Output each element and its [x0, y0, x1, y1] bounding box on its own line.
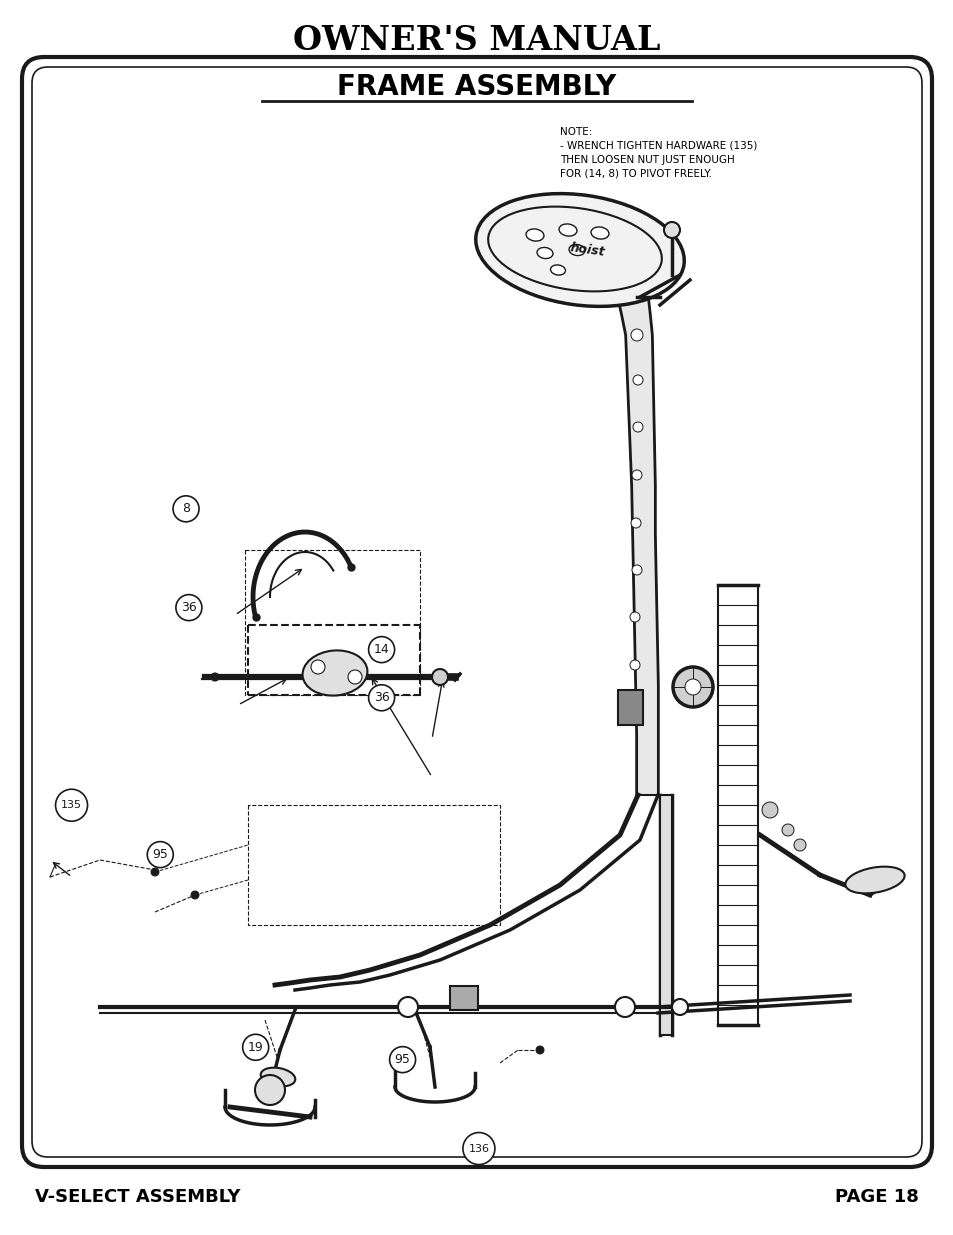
Circle shape: [630, 329, 642, 341]
Ellipse shape: [591, 227, 608, 240]
Circle shape: [663, 222, 679, 238]
Ellipse shape: [488, 206, 661, 291]
Circle shape: [615, 997, 635, 1016]
Circle shape: [389, 1046, 416, 1073]
Circle shape: [536, 1046, 543, 1053]
Circle shape: [368, 684, 395, 711]
Circle shape: [462, 1132, 495, 1165]
Circle shape: [781, 824, 793, 836]
Circle shape: [211, 673, 219, 680]
FancyBboxPatch shape: [22, 57, 931, 1167]
Circle shape: [761, 802, 778, 818]
Circle shape: [793, 839, 805, 851]
Text: 36: 36: [181, 601, 196, 614]
Text: FOR (14, 8) TO PIVOT FREELY.: FOR (14, 8) TO PIVOT FREELY.: [559, 169, 711, 179]
Circle shape: [684, 679, 700, 695]
Circle shape: [242, 1034, 269, 1061]
Circle shape: [630, 708, 640, 718]
FancyBboxPatch shape: [618, 690, 642, 725]
Circle shape: [311, 659, 325, 674]
Circle shape: [397, 997, 417, 1016]
FancyBboxPatch shape: [659, 795, 671, 1035]
Text: 14: 14: [374, 643, 389, 656]
FancyBboxPatch shape: [450, 986, 477, 1010]
Circle shape: [172, 495, 199, 522]
Circle shape: [633, 422, 642, 432]
Circle shape: [432, 669, 448, 685]
Circle shape: [671, 999, 687, 1015]
Circle shape: [630, 517, 640, 529]
Circle shape: [631, 471, 641, 480]
Circle shape: [254, 1074, 285, 1105]
Text: 95: 95: [152, 848, 168, 861]
Ellipse shape: [537, 247, 553, 258]
Ellipse shape: [476, 194, 683, 306]
Circle shape: [629, 613, 639, 622]
Circle shape: [55, 789, 88, 821]
Circle shape: [633, 375, 642, 385]
Text: 19: 19: [248, 1041, 263, 1053]
Circle shape: [631, 564, 641, 576]
Text: V-SELECT ASSEMBLY: V-SELECT ASSEMBLY: [35, 1188, 240, 1207]
Ellipse shape: [550, 266, 565, 275]
Circle shape: [348, 671, 361, 684]
Ellipse shape: [302, 651, 367, 695]
Ellipse shape: [558, 224, 577, 236]
Text: NOTE:: NOTE:: [559, 127, 592, 137]
Ellipse shape: [568, 245, 584, 256]
Text: - WRENCH TIGHTEN HARDWARE (135): - WRENCH TIGHTEN HARDWARE (135): [559, 141, 757, 151]
Ellipse shape: [844, 867, 903, 893]
Text: 8: 8: [182, 503, 190, 515]
Text: PAGE 18: PAGE 18: [834, 1188, 918, 1207]
Text: 95: 95: [395, 1053, 410, 1066]
Circle shape: [191, 890, 199, 899]
Circle shape: [629, 659, 639, 671]
Text: 135: 135: [61, 800, 82, 810]
FancyBboxPatch shape: [32, 67, 921, 1157]
Circle shape: [147, 841, 173, 868]
Circle shape: [151, 868, 159, 876]
Text: 136: 136: [468, 1144, 489, 1153]
Circle shape: [672, 667, 712, 706]
Circle shape: [175, 594, 202, 621]
Text: FRAME ASSEMBLY: FRAME ASSEMBLY: [337, 73, 616, 101]
Text: hoist: hoist: [569, 241, 606, 259]
Text: 36: 36: [374, 692, 389, 704]
Circle shape: [368, 636, 395, 663]
Polygon shape: [618, 296, 658, 795]
Text: OWNER'S MANUAL: OWNER'S MANUAL: [293, 23, 660, 57]
Ellipse shape: [525, 228, 543, 241]
Text: THEN LOOSEN NUT JUST ENOUGH: THEN LOOSEN NUT JUST ENOUGH: [559, 156, 734, 165]
Ellipse shape: [260, 1067, 295, 1087]
